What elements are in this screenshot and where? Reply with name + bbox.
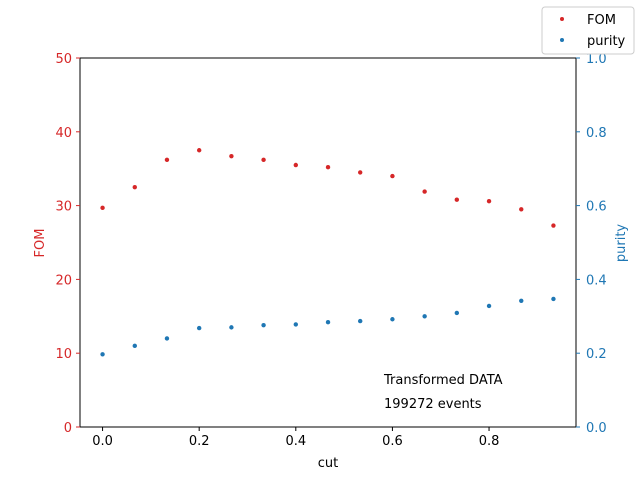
series-purity (100, 296, 556, 357)
purity-point (325, 320, 331, 325)
x-axis: 0.0 0.2 0.4 0.6 0.8 (92, 427, 499, 449)
fom-point (325, 165, 331, 170)
legend-marker-purity (560, 38, 564, 42)
y-axis-left: 0 10 20 30 40 50 (55, 52, 80, 436)
y-left-tick-label: 40 (55, 126, 72, 141)
fom-point (422, 189, 427, 194)
purity-point (390, 317, 395, 322)
x-tick-label: 0.0 (92, 434, 113, 449)
fom-point (357, 170, 363, 175)
purity-point (551, 296, 556, 302)
y-left-tick-label: 20 (55, 273, 72, 288)
fom-point (486, 198, 492, 204)
fom-point (454, 197, 460, 202)
fom-point (519, 207, 524, 212)
fom-point (390, 173, 395, 179)
annotation-events: 199272 events (384, 397, 482, 412)
y-left-tick-label: 10 (55, 347, 72, 362)
annotation-dataset: Transformed DATA (383, 373, 503, 388)
legend-box (541, 6, 635, 55)
plot-area (79, 57, 577, 428)
fom-point (229, 153, 234, 159)
legend: FOM purity (541, 6, 635, 55)
fom-point (261, 157, 266, 163)
purity-point (261, 322, 266, 328)
purity-point (519, 298, 524, 304)
y-right-tick-label: 0.0 (586, 421, 607, 436)
x-tick-label: 0.8 (479, 434, 500, 449)
y-left-tick-label: 0 (64, 421, 72, 436)
fom-point (100, 205, 105, 211)
purity-point (132, 343, 137, 349)
y-right-tick-label: 0.2 (586, 347, 607, 362)
y-right-tick-label: 1.0 (586, 52, 607, 67)
y-right-tick-label: 0.4 (586, 273, 607, 288)
fom-point (132, 184, 137, 190)
fom-point (196, 148, 202, 153)
y-left-tick-label: 50 (55, 52, 72, 67)
fom-point (293, 162, 299, 168)
x-tick-label: 0.6 (382, 434, 403, 449)
fom-point (551, 223, 556, 228)
y-right-tick-label: 0.8 (586, 126, 607, 141)
plot-frame (79, 57, 577, 428)
purity-point (486, 303, 492, 309)
fom-point (164, 157, 170, 163)
y-axis-left-label: FOM (33, 229, 48, 258)
legend-label-fom: FOM (587, 13, 616, 28)
purity-point (357, 318, 363, 324)
purity-point (293, 322, 299, 327)
x-tick-label: 0.4 (285, 434, 306, 449)
purity-point (164, 336, 170, 341)
purity-point (229, 325, 234, 330)
series-fom (100, 148, 556, 228)
y-left-tick-label: 30 (55, 200, 72, 215)
y-axis-right: 0.0 0.2 0.4 0.6 0.8 1.0 (576, 52, 607, 436)
legend-marker-fom (560, 17, 564, 21)
y-axis-right-label: purity (614, 224, 629, 263)
x-tick-label: 0.2 (189, 434, 210, 449)
x-axis-label: cut (318, 456, 338, 471)
purity-point (454, 310, 460, 316)
legend-label-purity: purity (587, 34, 626, 49)
purity-point (422, 314, 427, 319)
purity-point (100, 352, 105, 357)
purity-point (196, 325, 202, 331)
y-right-tick-label: 0.6 (586, 200, 607, 215)
